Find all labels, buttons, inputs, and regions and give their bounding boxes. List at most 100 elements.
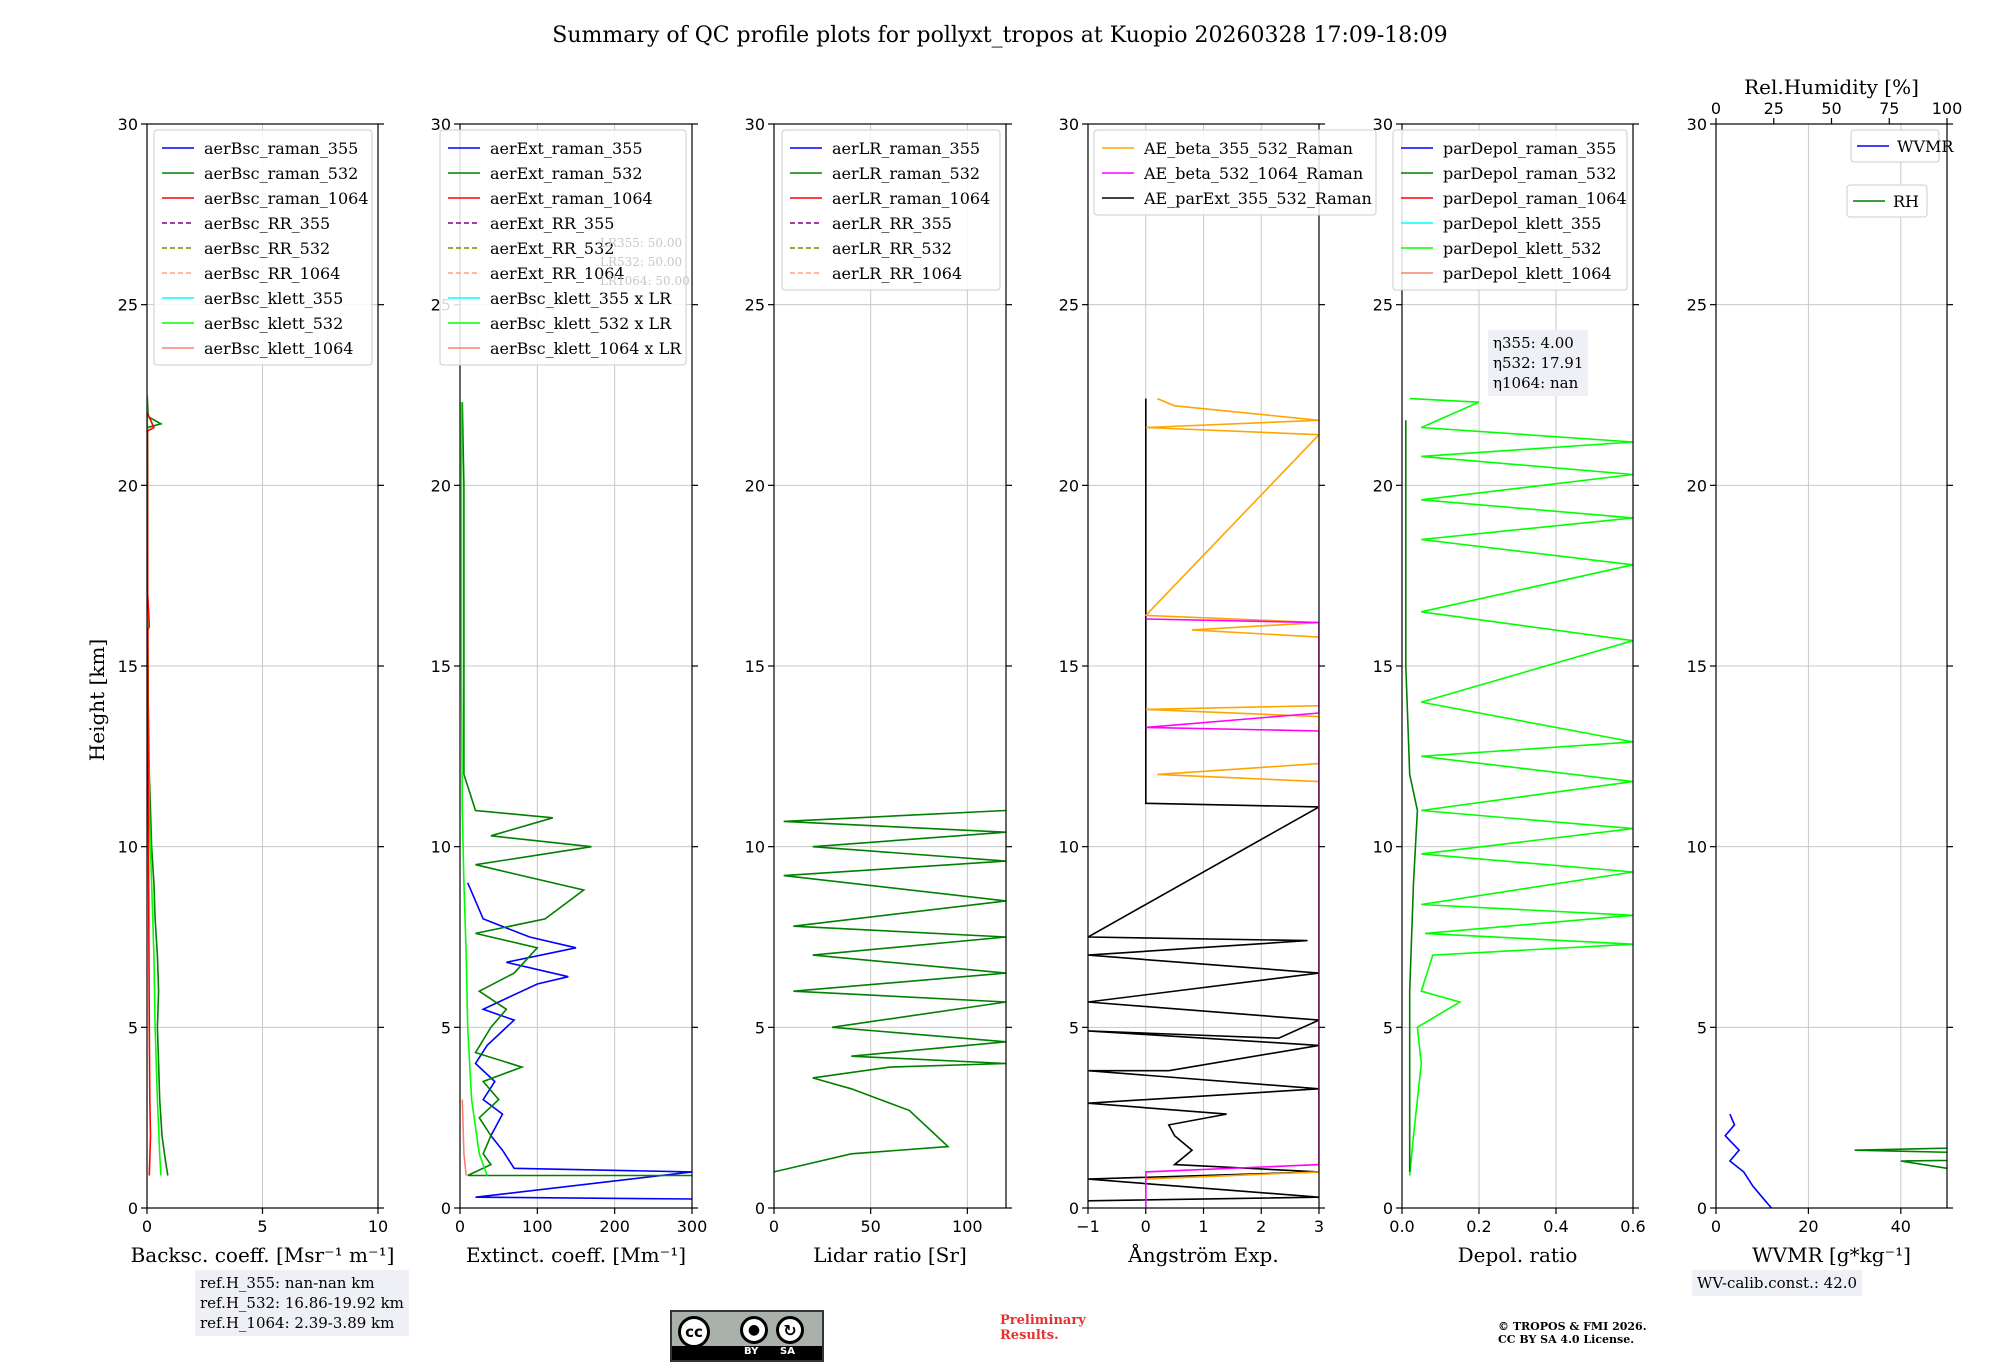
legend-label: aerExt_raman_532 xyxy=(490,164,643,183)
series-line-aerExt_raman_355 xyxy=(466,882,692,1200)
legend-label: aerBsc_klett_532 xyxy=(204,314,343,333)
series-group xyxy=(460,402,692,1200)
ref-height-532: ref.H_532: 16.86-19.92 km xyxy=(200,1294,404,1312)
legend-label: aerExt_raman_355 xyxy=(490,139,643,158)
legend: WVMR xyxy=(1850,129,1954,163)
y-tick-label: 0 xyxy=(441,1199,451,1218)
preliminary-line-1: Preliminary xyxy=(1000,1313,1086,1328)
y-tick-label: 30 xyxy=(118,115,138,134)
y-tick-label: 0 xyxy=(1383,1199,1393,1218)
legend-frame xyxy=(1850,129,1940,163)
legend-label: aerExt_RR_355 xyxy=(490,214,614,233)
y-tick-label: 10 xyxy=(1687,838,1707,857)
x-tick-label: 0 xyxy=(769,1217,779,1236)
series-line-RH xyxy=(1854,1147,1947,1170)
legend-frame xyxy=(1093,129,1377,216)
x-tick-label: 0.4 xyxy=(1543,1217,1568,1236)
legend-label: parDepol_raman_532 xyxy=(1443,164,1616,183)
x-tick-label: 0 xyxy=(1711,1217,1721,1236)
y-tick-label: 15 xyxy=(1373,657,1393,676)
wv-calibration-box: WV-calib.const.: 42.0 xyxy=(1692,1270,1863,1296)
copyright-note: © TROPOS & FMI 2026. CC BY SA 4.0 Licens… xyxy=(1498,1320,1647,1346)
lr-1064: LR1064: 50.00 xyxy=(600,274,690,288)
top-x-tick-label: 25 xyxy=(1764,99,1784,118)
legend-label: parDepol_raman_355 xyxy=(1443,139,1616,158)
series-line-parDepol_raman_532 xyxy=(1405,420,1419,1172)
eta-1064: η1064: nan xyxy=(1493,374,1579,392)
legend-label: aerLR_RR_1064 xyxy=(832,264,962,283)
series-line-WVMR xyxy=(1724,1113,1773,1208)
series-line-AE_beta_532_1064_Raman xyxy=(1145,618,1319,1208)
legend-label: parDepol_raman_1064 xyxy=(1443,189,1627,208)
y-tick-label: 5 xyxy=(128,1018,138,1037)
legend-label: aerLR_raman_532 xyxy=(832,164,980,183)
y-axis-label: Height [km] xyxy=(85,639,109,761)
x-axis-label: Extinct. coeff. [Mm⁻¹] xyxy=(466,1243,686,1267)
top-x-tick-label: 50 xyxy=(1821,99,1841,118)
y-tick-label: 5 xyxy=(755,1018,765,1037)
y-tick-label: 10 xyxy=(745,838,765,857)
panel-depolarization: 0 5 10 15 20 25 30 0.0 0.2 0.4 0.6 Depol. ratio parD… xyxy=(1373,115,1646,1267)
legend-label: aerLR_RR_532 xyxy=(832,239,952,258)
y-tick-label: 10 xyxy=(118,838,138,857)
x-tick-label: 200 xyxy=(599,1217,630,1236)
y-tick-label: 15 xyxy=(745,657,765,676)
top-x-axis-label: Rel.Humidity [%] xyxy=(1744,75,1919,99)
y-tick-label: 5 xyxy=(1697,1018,1707,1037)
y-tick-label: 0 xyxy=(755,1199,765,1218)
legend-label: AE_beta_355_532_Raman xyxy=(1143,139,1353,158)
legend-frame xyxy=(1392,129,1628,291)
y-tick-label: 0 xyxy=(128,1199,138,1218)
legend-label: aerBsc_RR_532 xyxy=(204,239,330,258)
legend-label: aerExt_RR_1064 xyxy=(490,264,625,283)
legend-label: WVMR xyxy=(1897,137,1954,156)
legend-label: aerBsc_raman_355 xyxy=(204,139,358,158)
legend-label: aerLR_raman_1064 xyxy=(832,189,990,208)
legend-label: aerLR_raman_355 xyxy=(832,139,980,158)
y-tick-label: 5 xyxy=(1383,1018,1393,1037)
legend: RH xyxy=(1846,184,1928,218)
legend-label: aerBsc_klett_355 x LR xyxy=(490,289,672,308)
x-tick-label: 3 xyxy=(1314,1217,1324,1236)
top-x-tick-label: 100 xyxy=(1932,99,1963,118)
legend: aerBsc_raman_355 aerBsc_raman_532 aerBsc_r… xyxy=(153,129,373,366)
y-tick-label: 30 xyxy=(1687,115,1707,134)
legend-label: aerBsc_klett_1064 xyxy=(204,339,353,358)
attribution-icon: ● xyxy=(740,1316,768,1344)
x-tick-label: 20 xyxy=(1798,1217,1818,1236)
y-tick-label: 20 xyxy=(745,476,765,495)
x-tick-label: 0 xyxy=(455,1217,465,1236)
figure-title: Summary of QC profile plots for pollyxt_… xyxy=(552,23,1447,48)
cc-license-badge: cc ● ↻ BY SA xyxy=(670,1310,824,1362)
copyright-line-2: CC BY SA 4.0 License. xyxy=(1498,1333,1635,1346)
y-tick-label: 0 xyxy=(1697,1199,1707,1218)
x-axis-label: WVMR [g*kg⁻¹] xyxy=(1752,1243,1911,1267)
series-line-aerLR_raman_532 xyxy=(774,809,1006,1173)
legend-label: RH xyxy=(1893,192,1919,211)
legend-label: aerBsc_raman_532 xyxy=(204,164,358,183)
legend: AE_beta_355_532_Raman AE_beta_532_1064_Ra… xyxy=(1093,129,1377,216)
x-tick-label: 0.2 xyxy=(1466,1217,1491,1236)
legend-label: aerExt_RR_532 xyxy=(490,239,614,258)
copyright-line-1: © TROPOS & FMI 2026. xyxy=(1498,1320,1647,1333)
legend-label: aerLR_RR_355 xyxy=(832,214,952,233)
legend-label: aerBsc_klett_532 x LR xyxy=(490,314,672,333)
x-tick-label: 10 xyxy=(368,1217,388,1236)
series-line-AE_beta_355_532_Raman xyxy=(1143,397,1319,1180)
preliminary-note: Preliminary Results. xyxy=(1000,1313,1086,1343)
eta-532: η532: 17.91 xyxy=(1493,354,1584,372)
y-tick-label: 20 xyxy=(431,476,451,495)
eta-values-box: η355: 4.00 η532: 17.91 η1064: nan xyxy=(1488,330,1589,396)
y-tick-label: 25 xyxy=(1059,296,1079,315)
x-axis-label: Lidar ratio [Sr] xyxy=(813,1243,967,1267)
x-tick-label: 1 xyxy=(1198,1217,1208,1236)
y-tick-label: 10 xyxy=(431,838,451,857)
top-x-tick-label: 75 xyxy=(1879,99,1899,118)
ref-height-1064: ref.H_1064: 2.39-3.89 km xyxy=(200,1314,395,1332)
x-tick-label: 0.0 xyxy=(1389,1217,1414,1236)
top-x-tick-label: 0 xyxy=(1711,99,1721,118)
panel-lidar_ratio: 0 5 10 15 20 25 30 0 50 100 Lidar ratio [Sr] aerLR_… xyxy=(745,115,1012,1267)
legend-frame xyxy=(781,129,1001,291)
reference-heights-box: ref.H_355: nan-nan km ref.H_532: 16.86-1… xyxy=(195,1270,409,1336)
